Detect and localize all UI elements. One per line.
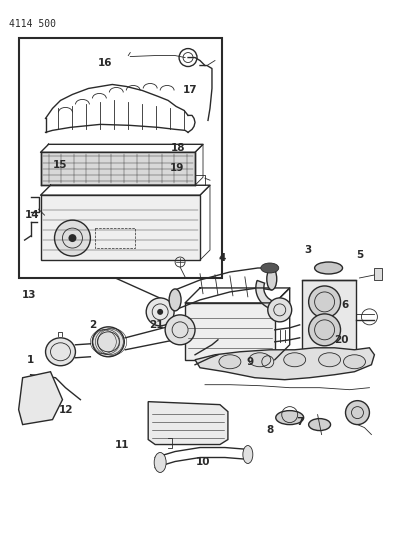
Ellipse shape bbox=[169, 289, 181, 311]
Text: 4: 4 bbox=[218, 253, 226, 263]
Text: 2: 2 bbox=[89, 320, 96, 330]
Bar bbox=[302, 280, 357, 350]
Circle shape bbox=[268, 298, 292, 322]
Bar bbox=[185, 303, 275, 360]
Text: 9: 9 bbox=[246, 357, 253, 367]
Ellipse shape bbox=[308, 418, 330, 431]
Text: 19: 19 bbox=[170, 163, 184, 173]
Bar bbox=[19, 38, 222, 278]
Bar bbox=[375, 268, 382, 280]
Ellipse shape bbox=[219, 355, 241, 369]
Bar bbox=[40, 152, 195, 185]
Circle shape bbox=[157, 309, 163, 315]
Text: 4114 500: 4114 500 bbox=[9, 19, 55, 29]
Wedge shape bbox=[256, 280, 282, 310]
Ellipse shape bbox=[319, 353, 341, 367]
Polygon shape bbox=[19, 372, 62, 425]
Ellipse shape bbox=[249, 353, 271, 367]
Text: 3: 3 bbox=[304, 245, 311, 255]
Circle shape bbox=[69, 234, 76, 242]
Text: 14: 14 bbox=[25, 210, 40, 220]
Bar bbox=[95, 228, 135, 248]
Text: 5: 5 bbox=[356, 250, 363, 260]
Circle shape bbox=[308, 286, 341, 318]
Text: 21: 21 bbox=[149, 320, 164, 330]
Text: 20: 20 bbox=[334, 335, 349, 345]
Text: 15: 15 bbox=[53, 160, 68, 170]
Ellipse shape bbox=[344, 355, 366, 369]
Text: 10: 10 bbox=[196, 457, 210, 467]
Ellipse shape bbox=[284, 353, 306, 367]
Text: 7: 7 bbox=[296, 417, 304, 426]
Ellipse shape bbox=[92, 327, 124, 357]
Ellipse shape bbox=[261, 263, 279, 273]
Text: 11: 11 bbox=[115, 440, 129, 449]
Ellipse shape bbox=[46, 338, 75, 366]
Circle shape bbox=[346, 401, 369, 425]
Ellipse shape bbox=[276, 410, 304, 425]
Ellipse shape bbox=[243, 446, 253, 464]
Text: 12: 12 bbox=[59, 405, 74, 415]
Ellipse shape bbox=[154, 453, 166, 472]
Text: 17: 17 bbox=[183, 85, 197, 95]
Circle shape bbox=[165, 315, 195, 345]
Bar bbox=[40, 195, 200, 260]
Text: 13: 13 bbox=[21, 290, 36, 300]
Ellipse shape bbox=[315, 262, 343, 274]
Circle shape bbox=[308, 314, 341, 346]
Circle shape bbox=[55, 220, 91, 256]
Polygon shape bbox=[148, 402, 228, 445]
Text: 18: 18 bbox=[171, 143, 185, 154]
Polygon shape bbox=[195, 348, 375, 379]
Text: 6: 6 bbox=[341, 300, 348, 310]
Ellipse shape bbox=[267, 268, 277, 290]
Text: 8: 8 bbox=[266, 425, 273, 434]
Text: 1: 1 bbox=[27, 355, 34, 365]
Circle shape bbox=[146, 298, 174, 326]
Text: 16: 16 bbox=[98, 58, 113, 68]
